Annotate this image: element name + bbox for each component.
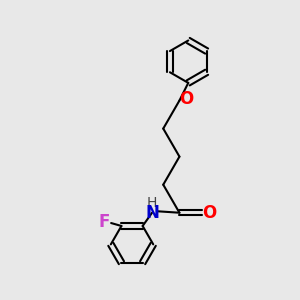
Text: O: O [202, 204, 216, 222]
Text: O: O [179, 90, 193, 108]
Text: F: F [98, 213, 110, 231]
Text: N: N [145, 204, 159, 222]
Text: H: H [147, 196, 157, 210]
